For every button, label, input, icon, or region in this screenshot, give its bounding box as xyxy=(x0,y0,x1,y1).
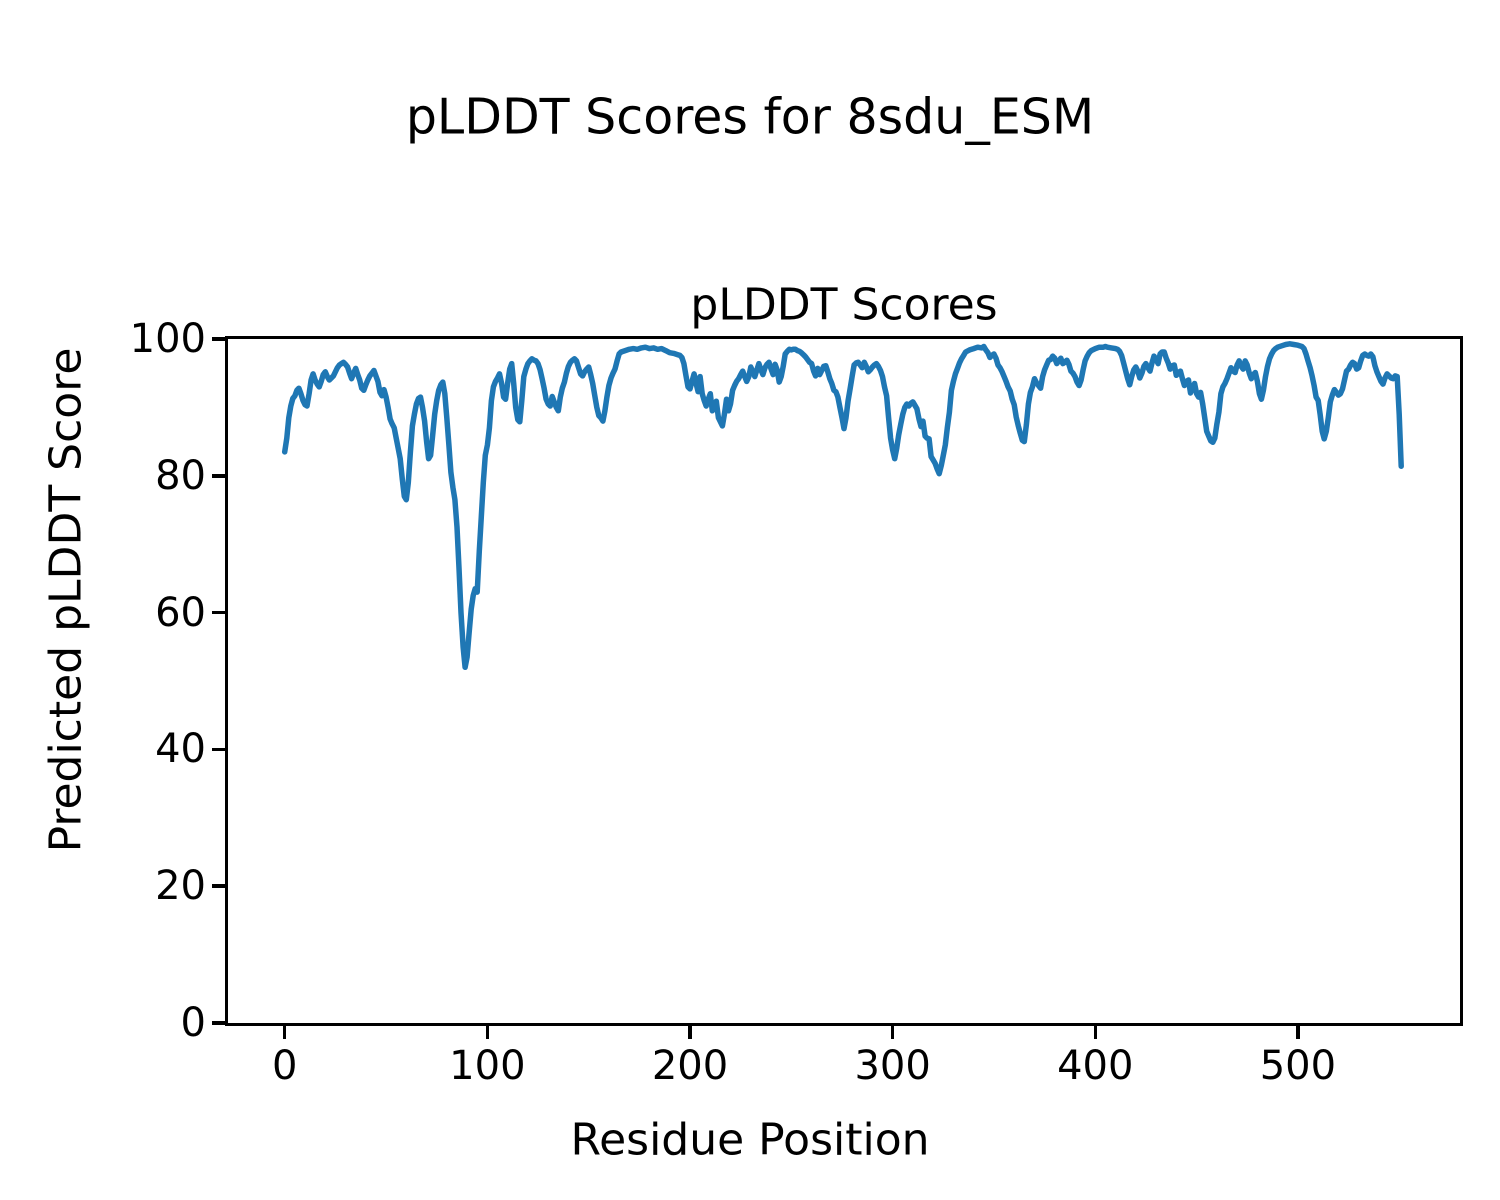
x-tick-label: 0 xyxy=(272,1043,298,1089)
y-tick-label: 100 xyxy=(129,316,206,362)
y-tick-mark xyxy=(212,1021,226,1025)
x-tick-mark xyxy=(282,1025,287,1039)
figure-title: pLDDT Scores for 8sdu_ESM xyxy=(405,88,1095,146)
x-axis-label: Residue Position xyxy=(570,1114,930,1166)
x-tick-label: 400 xyxy=(1057,1043,1134,1089)
y-tick-mark xyxy=(212,884,226,888)
x-tick-label: 100 xyxy=(449,1043,526,1089)
x-tick-mark xyxy=(485,1025,490,1039)
x-tick-label: 300 xyxy=(854,1043,931,1089)
x-tick-mark xyxy=(1093,1025,1097,1039)
y-tick-mark xyxy=(212,747,226,752)
y-tick-mark xyxy=(212,610,226,615)
x-tick-mark xyxy=(1296,1025,1300,1039)
plddt-line-chart xyxy=(281,341,1404,671)
axes-title: pLDDT Scores xyxy=(690,279,998,331)
y-tick-label: 60 xyxy=(155,589,206,636)
plddt-line xyxy=(281,341,1404,671)
x-tick-mark xyxy=(688,1025,692,1039)
y-tick-label: 80 xyxy=(155,452,206,499)
x-tick-mark xyxy=(890,1025,895,1039)
x-tick-label: 500 xyxy=(1259,1043,1337,1089)
y-tick-mark xyxy=(212,474,226,478)
plot-area xyxy=(225,336,1463,1026)
y-tick-mark xyxy=(212,337,226,341)
y-axis-label: Predicted pLDDT Score xyxy=(40,347,92,853)
y-tick-label: 40 xyxy=(155,726,206,773)
x-tick-label: 200 xyxy=(651,1043,729,1089)
y-tick-label: 20 xyxy=(155,863,206,910)
y-tick-label: 0 xyxy=(180,1000,206,1046)
